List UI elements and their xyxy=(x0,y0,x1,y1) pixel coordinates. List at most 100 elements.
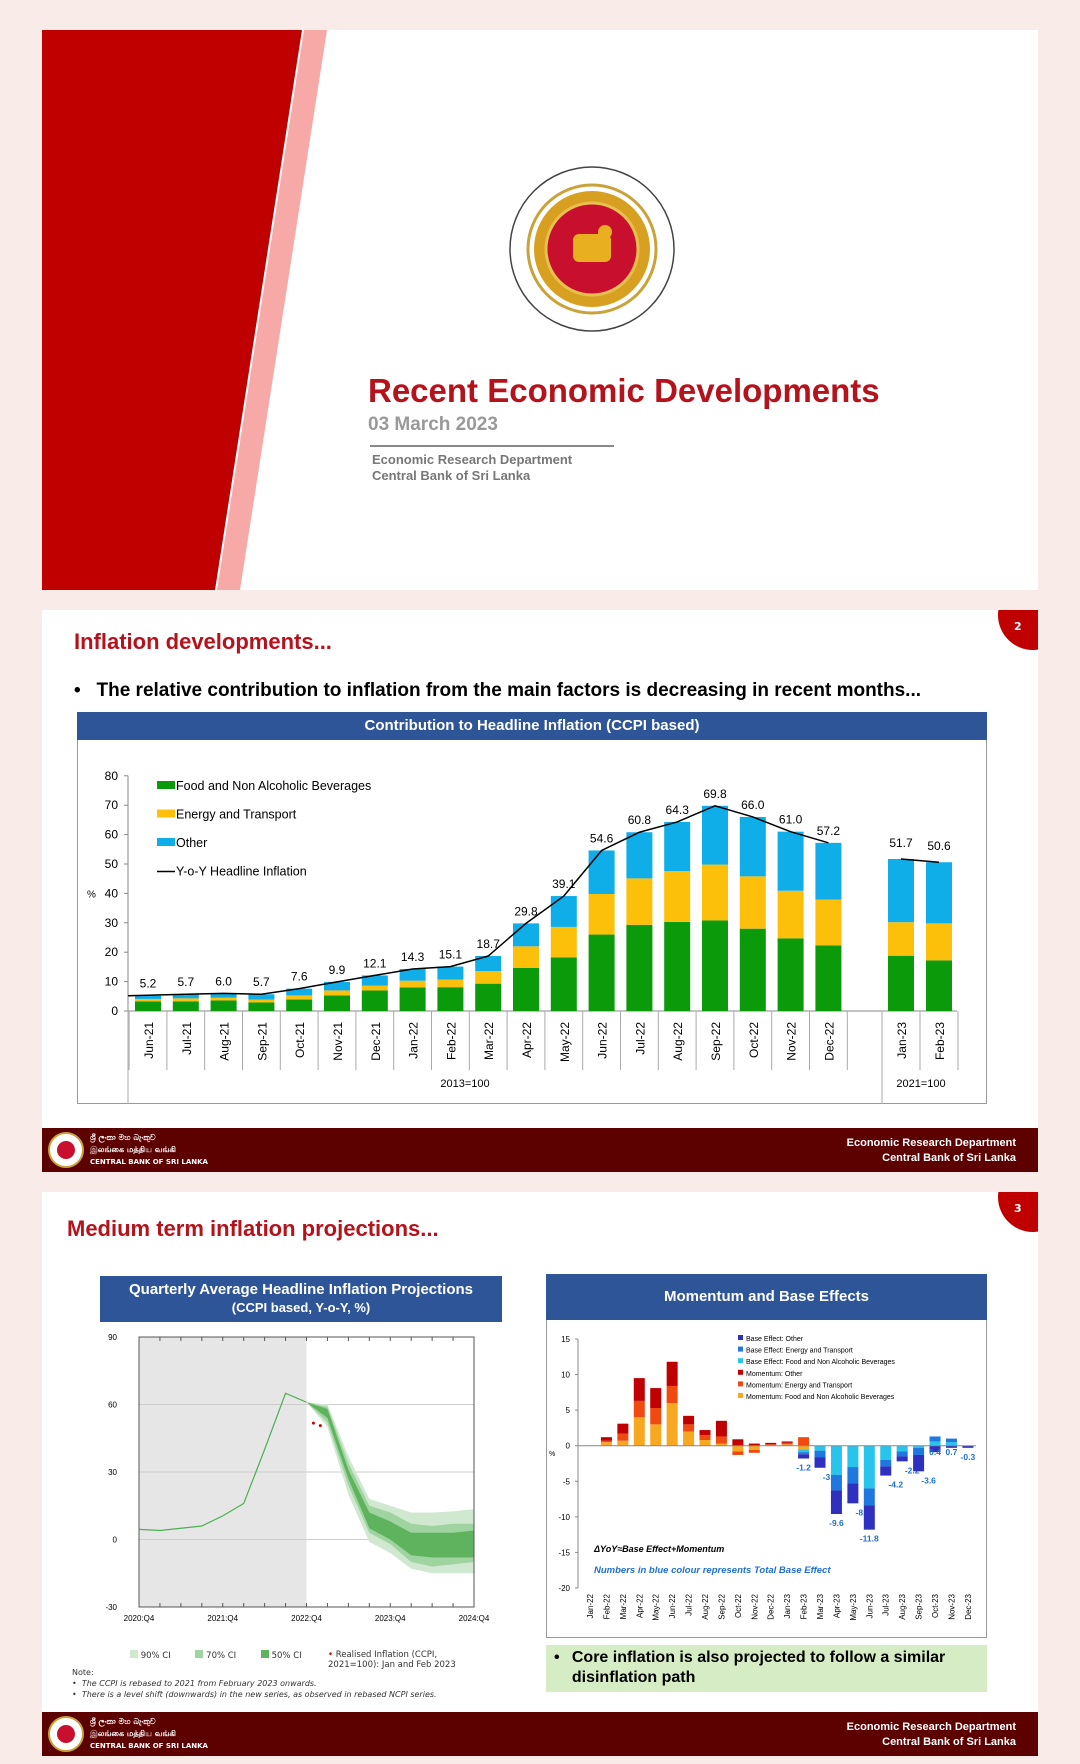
contribution-chart: 0 10 20 30 40 50 60 70 80% Jun-21 5.2 Jul-21 5.7 Aug-… xyxy=(87,769,959,1104)
base-effect-total-label: 0.4 xyxy=(929,1447,941,1457)
y-tick-label: -20 xyxy=(558,1584,570,1593)
momentum-chart-header: Momentum and Base Effects xyxy=(546,1274,987,1320)
bar-segment xyxy=(399,980,426,988)
bar-segment xyxy=(880,1459,892,1467)
bar-segment xyxy=(666,1403,678,1446)
bar-segment xyxy=(715,1443,727,1446)
bar-segment xyxy=(617,1433,629,1441)
bar-segment xyxy=(863,1488,875,1506)
x-tick-label: Nov-21 xyxy=(331,1022,345,1061)
data-label: 54.6 xyxy=(590,831,614,845)
data-label: 5.2 xyxy=(140,977,157,991)
base-effect-total-label: -0.3 xyxy=(961,1452,976,1462)
y-axis-label: % xyxy=(87,889,96,900)
x-tick-label: Aug-22 xyxy=(671,1022,685,1061)
bar-segment xyxy=(286,995,313,1000)
bar-segment xyxy=(765,1444,777,1445)
bar-segment xyxy=(945,1442,957,1446)
footer-logo xyxy=(48,1716,84,1752)
bar-segment xyxy=(210,1000,237,1011)
bar-segment xyxy=(633,1378,645,1401)
legend-label: Base Effect: Food and Non Alcoholic Beve… xyxy=(746,1359,895,1366)
bullet-text: • The relative contribution to inflation… xyxy=(74,680,922,701)
data-label: 7.6 xyxy=(291,970,308,984)
x-tick-label: Feb-22 xyxy=(602,1593,611,1619)
x-tick-label: Nov-22 xyxy=(785,1022,799,1061)
bar-segment xyxy=(172,994,199,999)
y-tick-label: 10 xyxy=(105,975,119,989)
legend-swatch xyxy=(738,1381,743,1387)
bar-segment xyxy=(777,890,804,939)
y-tick-label: 5 xyxy=(566,1406,571,1415)
bar-segment xyxy=(798,1452,810,1455)
footer-bank-name: ශ්‍රී ලංකා මහ බැංකුව இலங்கை மத்திய வங்கி C… xyxy=(90,1716,208,1752)
chart-header: Contribution to Headline Inflation (CCPI… xyxy=(77,712,987,740)
page-number-badge: 3 xyxy=(998,1192,1038,1232)
y-tick-label: -15 xyxy=(558,1548,570,1557)
bar-segment xyxy=(600,1442,612,1446)
x-tick-label: Jan-22 xyxy=(407,1022,421,1059)
institution-name: Central Bank of Sri Lanka xyxy=(372,468,531,483)
y-tick-label: 70 xyxy=(105,798,119,812)
bar-segment xyxy=(588,850,615,894)
bar-segment xyxy=(913,1447,925,1455)
bar-segment xyxy=(475,971,502,984)
x-tick-label: Oct-21 xyxy=(293,1022,307,1058)
legend-ci70: 70% CI xyxy=(195,1650,236,1661)
x-tick-label: Jul-22 xyxy=(685,1593,694,1615)
core-inflation-bullet: • Core inflation is also projected to fol… xyxy=(546,1645,987,1692)
x-tick-label: Feb-23 xyxy=(933,1022,947,1060)
x-tick-label: Dec-23 xyxy=(964,1593,973,1619)
y-tick-label: -5 xyxy=(563,1477,571,1486)
bar-segment xyxy=(888,922,914,956)
x-tick-label: Jul-23 xyxy=(882,1593,891,1615)
bar-segment xyxy=(248,999,275,1003)
x-tick-label: Aug-21 xyxy=(218,1022,232,1061)
bar-segment xyxy=(513,923,539,947)
x-tick-label: Feb-23 xyxy=(800,1593,809,1619)
bar-segment xyxy=(626,878,653,925)
presentation-title: Recent Economic Developments xyxy=(368,372,880,409)
bar-segment xyxy=(650,1424,662,1446)
bar-segment xyxy=(739,928,766,1011)
data-label: 69.8 xyxy=(703,787,727,801)
bar-segment xyxy=(550,957,577,1011)
bank-name-sinhala: ශ්‍රී ලංකා මහ බැංකුව xyxy=(90,1133,156,1142)
legend-swatch xyxy=(157,838,175,846)
bar-segment xyxy=(600,1437,612,1441)
y-tick-label: 60 xyxy=(105,828,119,842)
x-tick-label: Sep-21 xyxy=(255,1022,269,1061)
y-tick-label: 80 xyxy=(105,769,119,783)
bar-segment xyxy=(437,966,464,980)
y-tick-label: 0 xyxy=(111,1004,118,1018)
bar-segment xyxy=(896,1456,908,1462)
projection-chart-header: Quarterly Average Headline Inflation Pro… xyxy=(100,1276,502,1322)
bar-segment xyxy=(962,1445,974,1448)
x-tick-label: Sep-22 xyxy=(709,1022,723,1061)
bar-segment xyxy=(847,1445,859,1468)
base-effect-total-label: -1.2 xyxy=(796,1463,811,1473)
history-line xyxy=(138,1392,307,1532)
bar-segment xyxy=(777,831,804,891)
x-tick-label: Jun-22 xyxy=(596,1022,610,1059)
headline-inflation-line xyxy=(900,858,940,863)
legend-label: Base Effect: Other xyxy=(746,1336,804,1343)
realised-point xyxy=(311,1421,315,1425)
legend-label: Other xyxy=(176,836,207,850)
headline-inflation-line xyxy=(127,804,829,997)
bar-segment xyxy=(664,821,691,872)
bar-segment xyxy=(929,1436,941,1442)
footer-department: Economic Research Department xyxy=(846,1137,1016,1149)
bar-segment xyxy=(847,1467,859,1484)
bar-segment xyxy=(399,987,426,1011)
bar-segment xyxy=(475,983,502,1011)
presentation-date: 03 March 2023 xyxy=(368,414,498,435)
bar-segment xyxy=(748,1449,760,1453)
footer: ශ්‍රී ලංකා මහ බැංකුව இலங்கை மத்திய வங்கி C… xyxy=(42,1128,1038,1172)
data-label: 61.0 xyxy=(779,813,803,827)
x-tick-label: 2022:Q4 xyxy=(291,1614,322,1623)
y-tick-label: 40 xyxy=(105,886,119,900)
realised-point xyxy=(318,1424,322,1428)
data-label: 14.3 xyxy=(401,950,425,964)
data-label: 5.7 xyxy=(177,975,194,989)
